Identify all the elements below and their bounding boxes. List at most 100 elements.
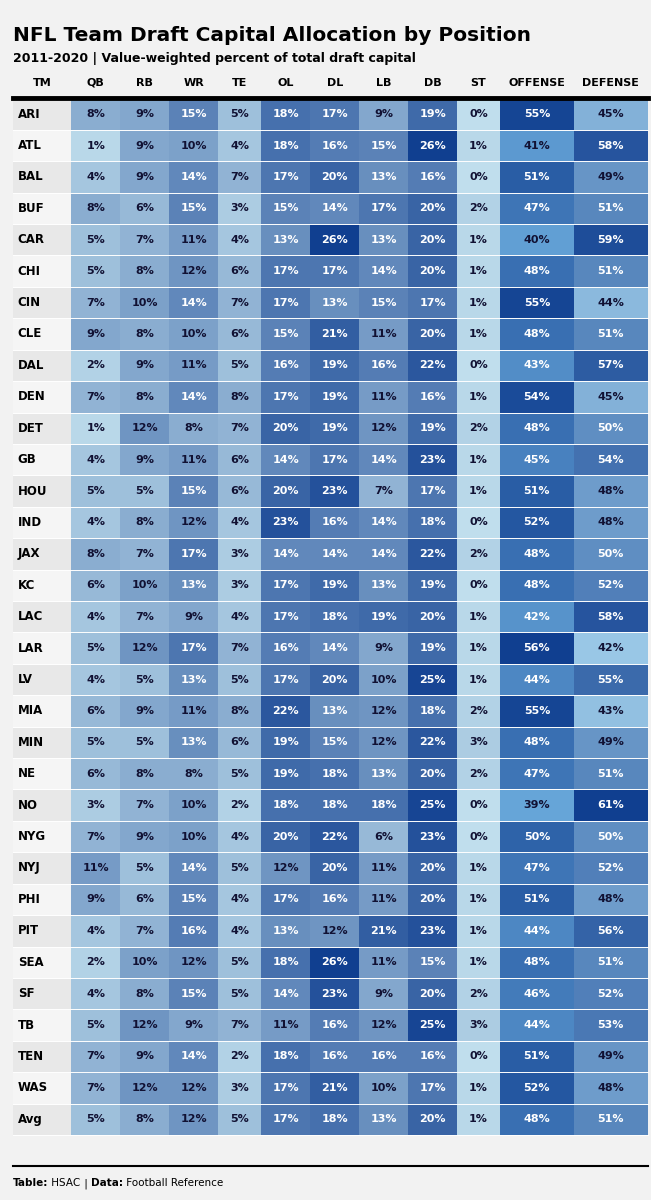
Text: 0%: 0%: [469, 1051, 488, 1062]
Text: 17%: 17%: [180, 643, 207, 653]
Text: 54%: 54%: [598, 455, 624, 464]
Bar: [574, 1009, 648, 1040]
Text: 20%: 20%: [272, 486, 299, 496]
Bar: [359, 475, 408, 506]
Text: 6%: 6%: [230, 266, 249, 276]
Text: 7%: 7%: [87, 832, 105, 841]
Text: 14%: 14%: [180, 1051, 207, 1062]
Text: 40%: 40%: [523, 235, 550, 245]
Text: 8%: 8%: [135, 989, 154, 998]
Bar: [359, 758, 408, 790]
Bar: [500, 758, 574, 790]
Bar: [359, 256, 408, 287]
Text: 20%: 20%: [272, 424, 299, 433]
Text: 0%: 0%: [469, 517, 488, 528]
Text: 9%: 9%: [135, 109, 154, 119]
Text: 6%: 6%: [87, 706, 105, 716]
Text: 1%: 1%: [469, 1082, 488, 1093]
Text: 17%: 17%: [322, 109, 348, 119]
Bar: [169, 349, 218, 382]
Text: 48%: 48%: [598, 1082, 624, 1093]
Bar: [574, 1040, 648, 1072]
Text: 16%: 16%: [370, 360, 397, 371]
Text: |: |: [81, 1178, 90, 1189]
Text: 19%: 19%: [272, 737, 299, 748]
Bar: [261, 790, 310, 821]
Bar: [120, 947, 169, 978]
Bar: [218, 1104, 261, 1135]
Bar: [13, 287, 72, 318]
Text: 7%: 7%: [87, 1082, 105, 1093]
Bar: [310, 1009, 359, 1040]
Bar: [120, 916, 169, 947]
Text: 12%: 12%: [180, 517, 207, 528]
Bar: [218, 916, 261, 947]
Text: 5%: 5%: [87, 737, 105, 748]
Bar: [500, 349, 574, 382]
Text: 18%: 18%: [322, 769, 348, 779]
Bar: [457, 821, 500, 852]
Bar: [457, 318, 500, 349]
Text: 16%: 16%: [322, 1051, 348, 1062]
Bar: [408, 130, 457, 161]
Bar: [310, 790, 359, 821]
Bar: [169, 821, 218, 852]
Bar: [500, 1009, 574, 1040]
Text: 20%: 20%: [419, 769, 446, 779]
Text: 14%: 14%: [180, 298, 207, 307]
Text: 23%: 23%: [419, 926, 446, 936]
Bar: [500, 978, 574, 1009]
Bar: [457, 978, 500, 1009]
Text: 18%: 18%: [272, 1051, 299, 1062]
Text: 12%: 12%: [180, 1082, 207, 1093]
Text: 17%: 17%: [419, 486, 446, 496]
Text: 16%: 16%: [322, 140, 348, 150]
Bar: [72, 1072, 120, 1104]
Text: 13%: 13%: [272, 235, 299, 245]
Text: MIN: MIN: [18, 736, 44, 749]
Text: 4%: 4%: [230, 926, 249, 936]
Bar: [359, 413, 408, 444]
Text: 5%: 5%: [230, 863, 249, 872]
Bar: [359, 1009, 408, 1040]
Text: 25%: 25%: [419, 1020, 446, 1030]
Text: 17%: 17%: [272, 1115, 299, 1124]
Text: 20%: 20%: [419, 894, 446, 905]
Bar: [310, 852, 359, 883]
Text: 8%: 8%: [184, 769, 203, 779]
Bar: [359, 161, 408, 193]
Bar: [261, 821, 310, 852]
Bar: [500, 570, 574, 601]
Bar: [500, 1072, 574, 1104]
Bar: [500, 161, 574, 193]
Text: 17%: 17%: [272, 266, 299, 276]
Bar: [218, 695, 261, 727]
Bar: [408, 318, 457, 349]
Bar: [261, 601, 310, 632]
Bar: [310, 287, 359, 318]
Text: LB: LB: [376, 78, 391, 88]
Text: 2%: 2%: [87, 958, 105, 967]
Text: 6%: 6%: [135, 894, 154, 905]
Text: 51%: 51%: [523, 172, 550, 182]
Text: 8%: 8%: [230, 706, 249, 716]
Bar: [261, 538, 310, 570]
Bar: [169, 98, 218, 130]
Text: 18%: 18%: [322, 612, 348, 622]
Text: 14%: 14%: [370, 548, 397, 559]
Text: 18%: 18%: [272, 109, 299, 119]
Bar: [72, 538, 120, 570]
Bar: [218, 1009, 261, 1040]
Bar: [13, 1104, 72, 1135]
Text: 13%: 13%: [370, 172, 397, 182]
Text: GB: GB: [18, 454, 36, 466]
Bar: [457, 444, 500, 475]
Bar: [408, 506, 457, 538]
Text: 11%: 11%: [180, 360, 207, 371]
Bar: [218, 852, 261, 883]
Text: 53%: 53%: [598, 1020, 624, 1030]
Text: 4%: 4%: [87, 517, 105, 528]
Text: LAR: LAR: [18, 642, 44, 655]
Text: JAX: JAX: [18, 547, 40, 560]
Bar: [72, 821, 120, 852]
